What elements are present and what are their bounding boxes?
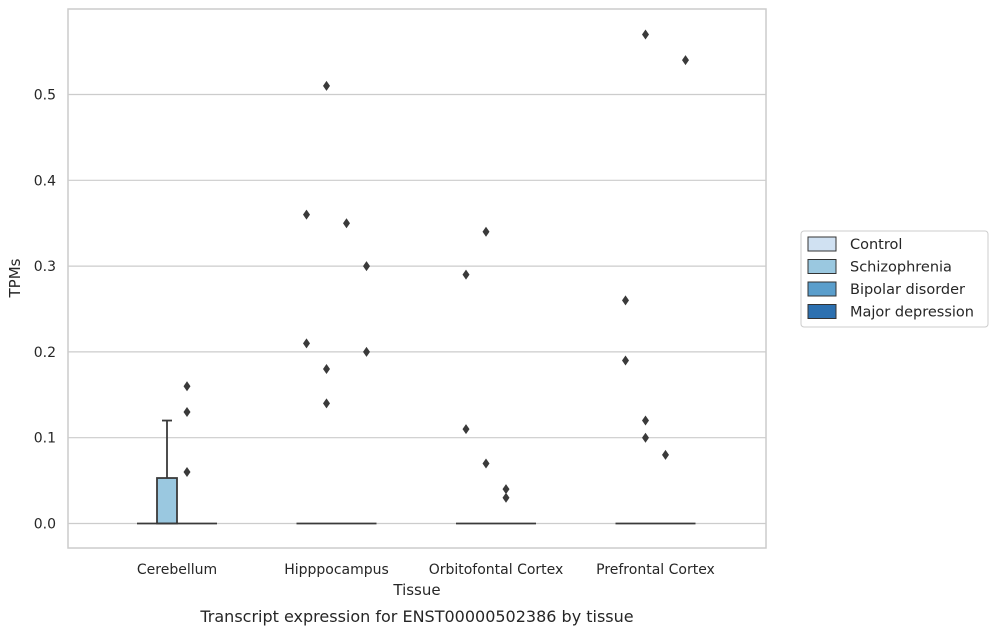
x-tick-label: Hipppocampus [284, 562, 389, 578]
legend-label: Major depression [850, 305, 974, 321]
y-tick-label: 0.0 [34, 517, 56, 533]
legend-swatch [807, 304, 837, 319]
y-tick-label: 0.5 [34, 88, 56, 104]
outlier-point [482, 226, 490, 237]
x-tick-label: Orbitofontal Cortex [429, 562, 564, 578]
outlier-point [323, 398, 330, 409]
x-axis-label: Tissue [392, 581, 440, 599]
outlier-point [183, 381, 191, 392]
outlier-point [622, 295, 629, 306]
outlier-point [183, 406, 191, 417]
outlier-point [502, 484, 510, 495]
outlier-point [502, 492, 510, 503]
outlier-point [642, 29, 649, 40]
outlier-point [323, 364, 330, 375]
outlier-point [462, 269, 470, 280]
outlier-point [323, 80, 330, 91]
outlier-point [662, 449, 669, 460]
y-tick-label: 0.3 [34, 259, 56, 275]
x-tick-labels: Cerebellum Hipppocampus Orbitofontal Corte… [137, 562, 715, 578]
y-tick-label: 0.2 [34, 345, 56, 361]
legend-swatch [807, 281, 837, 297]
y-tick-label: 0.4 [34, 173, 56, 189]
x-tick-label: Prefrontal Cortex [596, 562, 715, 578]
legend-frame [800, 230, 989, 328]
legend: Control Schizophrenia Bipolar disorder Majo… [800, 230, 989, 328]
box-schizophrenia [156, 477, 178, 525]
outlier-point [622, 355, 629, 366]
y-tick-label: 0.1 [34, 431, 56, 447]
outlier-point [642, 415, 649, 426]
chart-caption: Transcript expression for ENST0000050238… [199, 607, 633, 626]
plot-frame [67, 8, 767, 549]
plot-area [68, 9, 766, 548]
legend-label: Schizophrenia [850, 260, 952, 276]
outlier-point [303, 338, 310, 349]
boxes-layer [137, 29, 696, 525]
outlier-point [303, 209, 310, 220]
legend-swatch [807, 236, 837, 252]
legend-label: Control [850, 237, 902, 253]
outlier-point [363, 261, 370, 272]
outlier-point [642, 432, 649, 443]
y-axis-label: TPMs [6, 258, 24, 298]
y-tick-labels: 0.0 0.1 0.2 0.3 0.4 0.5 [34, 88, 56, 533]
outlier-point [363, 346, 370, 357]
outlier-point [183, 467, 191, 478]
legend-swatch [807, 259, 837, 274]
x-tick-label: Cerebellum [137, 562, 217, 578]
outlier-point [482, 458, 490, 469]
outlier-point [682, 55, 689, 66]
outlier-point [343, 218, 350, 229]
legend-label: Bipolar disorder [850, 282, 965, 298]
outlier-point [462, 424, 470, 435]
